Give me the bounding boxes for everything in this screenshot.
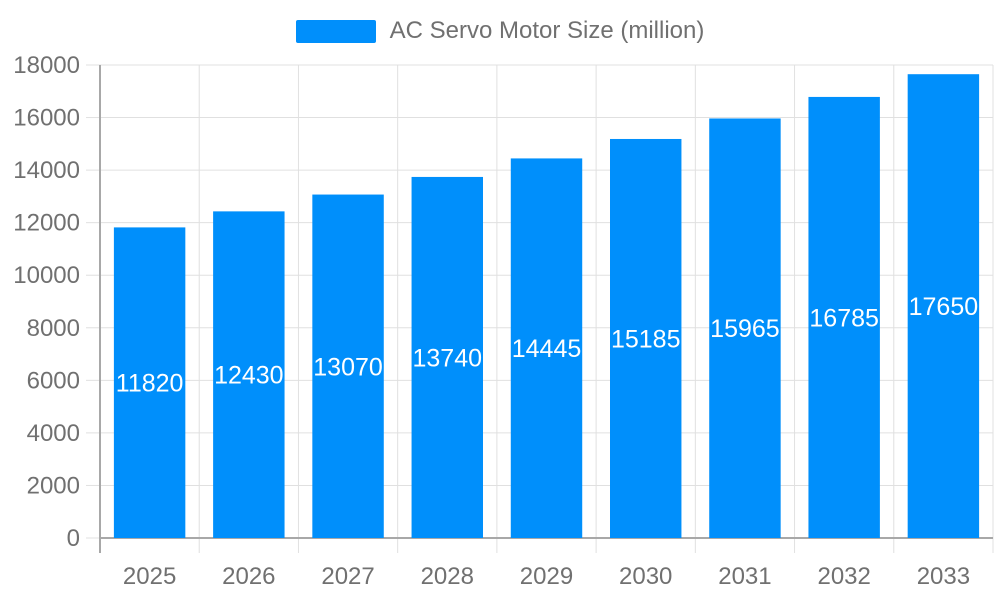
y-axis-tick-label: 10000 <box>13 262 80 289</box>
bar-value-label: 13070 <box>313 353 383 381</box>
y-axis-tick-label: 18000 <box>13 52 80 79</box>
bar-2030[interactable] <box>610 138 682 539</box>
bar-2033[interactable] <box>907 74 980 539</box>
x-axis-tick-label: 2028 <box>421 563 474 590</box>
bar-value-label: 17650 <box>909 293 979 321</box>
y-axis-tick-label: 4000 <box>27 420 80 447</box>
y-axis-tick-label: 0 <box>67 525 80 552</box>
bar-2025[interactable] <box>113 227 186 538</box>
y-axis-tick-label: 6000 <box>27 367 80 394</box>
y-axis-tick-label: 12000 <box>13 210 80 237</box>
legend-item[interactable]: AC Servo Motor Size (million) <box>0 17 1000 45</box>
x-axis-tick-label: 2029 <box>520 563 573 590</box>
y-axis-tick-label: 16000 <box>13 105 80 132</box>
x-axis-tick-label: 2025 <box>123 563 176 590</box>
bar-2028[interactable] <box>411 176 483 538</box>
x-axis-tick-label: 2026 <box>222 563 275 590</box>
bar-value-label: 15185 <box>611 325 681 353</box>
bar-value-label: 13740 <box>413 344 483 372</box>
x-axis-tick-label: 2027 <box>321 563 374 590</box>
bar-value-label: 16785 <box>809 304 879 332</box>
bar-2027[interactable] <box>312 194 384 538</box>
bar-2032[interactable] <box>808 96 880 539</box>
y-axis-tick-label: 8000 <box>27 315 80 342</box>
bar-value-label: 12430 <box>214 362 284 390</box>
bar-2029[interactable] <box>510 158 583 539</box>
bar-2031[interactable] <box>709 118 781 538</box>
x-axis-tick-label: 2032 <box>817 563 870 590</box>
legend-label: AC Servo Motor Size (million) <box>389 17 705 44</box>
bar-value-label: 14445 <box>512 335 582 363</box>
bar-value-label: 11820 <box>116 370 184 398</box>
y-axis-tick-label: 2000 <box>27 472 80 499</box>
bar-2026[interactable] <box>213 211 285 538</box>
x-axis-tick-label: 2033 <box>917 563 970 590</box>
legend-marker <box>295 19 376 43</box>
y-axis-tick-label: 14000 <box>13 157 80 184</box>
bar-value-label: 15965 <box>710 315 780 343</box>
x-axis-tick-label: 2030 <box>619 563 672 590</box>
x-axis-tick-label: 2031 <box>718 563 771 590</box>
